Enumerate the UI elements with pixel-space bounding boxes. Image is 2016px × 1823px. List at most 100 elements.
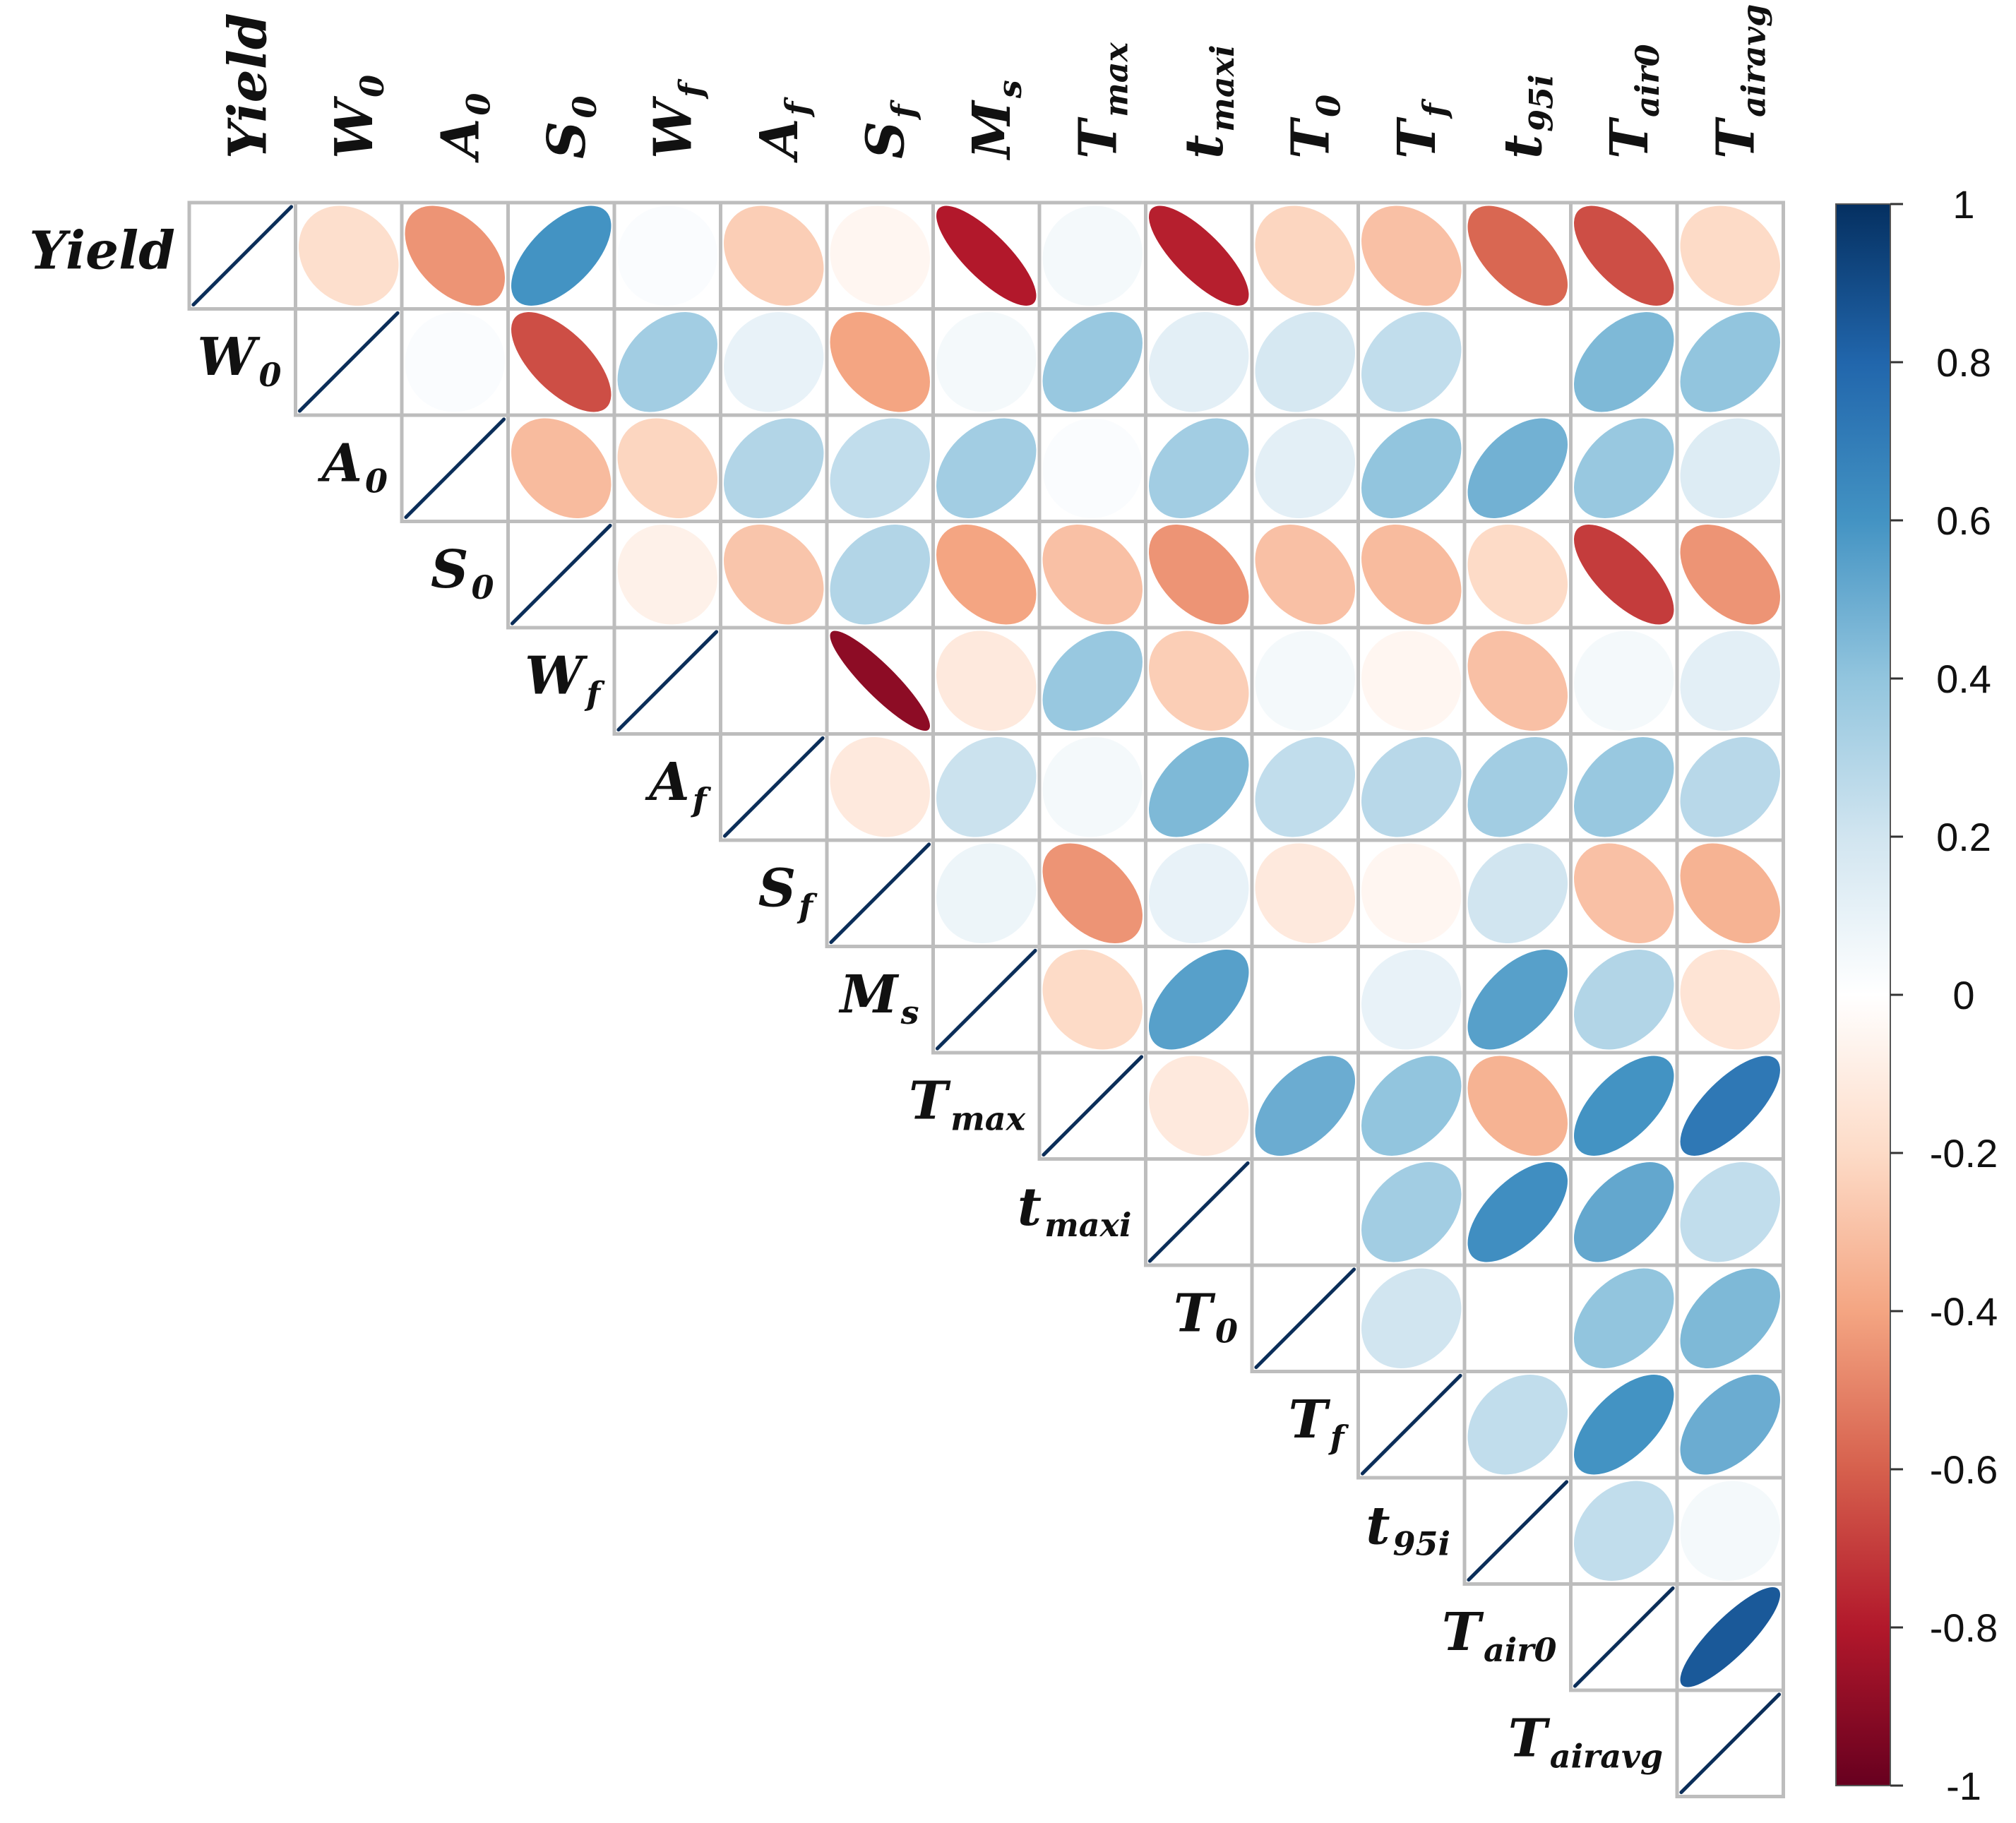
colorbar-tick-label: 1: [1952, 182, 1974, 227]
correlation-ellipse: [617, 205, 717, 306]
diagonal-line: [935, 948, 1037, 1051]
variable-label: A0: [430, 93, 497, 163]
correlation-ellipse: [1149, 312, 1249, 412]
correlation-ellipse: [617, 312, 717, 412]
correlation-ellipse: [830, 525, 930, 625]
correlation-ellipse: [1255, 843, 1355, 943]
correlation-ellipse: [405, 312, 505, 412]
correlation-ellipse: [1467, 312, 1568, 412]
correlation-ellipse: [1149, 1056, 1249, 1156]
correlation-ellipse: [724, 525, 824, 625]
correlation-ellipse: [1680, 1056, 1780, 1156]
variable-label: Af: [749, 97, 816, 163]
diagonal-line: [616, 630, 719, 732]
correlation-ellipse: [936, 737, 1037, 837]
correlation-ellipse: [1574, 950, 1674, 1050]
correlation-ellipse: [617, 525, 717, 625]
correlation-ellipse: [1574, 843, 1674, 943]
correlation-ellipse: [1255, 205, 1355, 306]
colorbar-tick-label: -0.2: [1930, 1131, 1998, 1176]
correlation-ellipse: [1574, 737, 1674, 837]
correlation-ellipse: [1042, 737, 1143, 837]
correlation-ellipse: [936, 843, 1037, 943]
variable-label: W0: [324, 75, 391, 159]
colorbar-tick-label: 0.2: [1936, 815, 1991, 859]
colorbar-tick-label: 0: [1952, 973, 1974, 1017]
correlation-ellipse: [1467, 843, 1568, 943]
correlation-ellipse: [724, 312, 824, 412]
variable-label: A0: [318, 433, 388, 500]
correlation-ellipse: [1149, 525, 1249, 625]
correlation-ellipse: [1255, 737, 1355, 837]
correlation-ellipse: [936, 525, 1037, 625]
variable-label: T0: [1174, 1283, 1238, 1350]
variable-label: Ms: [962, 80, 1029, 161]
variable-label: tmaxi: [1018, 1177, 1132, 1244]
correlation-ellipse: [511, 312, 612, 412]
correlation-ellipse: [1467, 630, 1568, 731]
correlation-ellipse: [1680, 950, 1780, 1050]
correlation-ellipse: [1574, 205, 1674, 306]
variable-label: Tmax: [1068, 42, 1135, 159]
colorbar-tick-label: -1: [1946, 1764, 1981, 1808]
correlation-ellipse: [1467, 418, 1568, 518]
correlation-ellipse: [1149, 418, 1249, 518]
correlation-ellipse: [1680, 205, 1780, 306]
variable-label: S0: [537, 96, 604, 159]
correlation-ellipse: [1255, 312, 1355, 412]
correlation-ellipse: [1042, 205, 1143, 306]
variable-label: Af: [645, 752, 711, 819]
correlation-ellipse: [830, 737, 930, 837]
correlation-ellipse: [936, 630, 1037, 731]
diagonal-line: [1679, 1692, 1782, 1795]
variable-label: Tmax: [909, 1070, 1026, 1137]
correlation-ellipse: [1042, 630, 1143, 731]
variable-label: Sf: [855, 100, 922, 159]
correlation-ellipse: [936, 205, 1037, 306]
correlation-ellipse: [1042, 525, 1143, 625]
correlation-ellipse: [1574, 312, 1674, 412]
correlation-ellipse: [1680, 843, 1780, 943]
correlation-ellipse: [1574, 1375, 1674, 1475]
correlation-ellipse: [1361, 418, 1462, 518]
correlation-ellipse: [936, 312, 1037, 412]
diagonal-line: [191, 205, 294, 307]
variable-label: T0: [1280, 95, 1347, 159]
correlation-ellipse: [1680, 1481, 1780, 1581]
colorbar-tick-label: -0.8: [1930, 1606, 1998, 1650]
correlation-ellipse: [1467, 1375, 1568, 1475]
correlation-ellipse: [1361, 950, 1462, 1050]
correlation-ellipse: [1255, 525, 1355, 625]
diagonal-line: [297, 311, 400, 413]
column-labels: Yield W0 A0 S0 Wf Af Sf Ms Tmax tmaxi T0 Tf t95i Tair…: [217, 4, 1772, 163]
correlation-ellipse: [1574, 1162, 1674, 1262]
correlation-ellipse: [830, 312, 930, 412]
correlation-ellipse: [1042, 418, 1143, 518]
correlation-ellipse: [724, 418, 824, 518]
colorbar-tick-label: 0.6: [1936, 498, 1991, 543]
correlation-ellipse: [1149, 630, 1249, 731]
diagonal-line: [404, 417, 506, 520]
correlation-ellipse: [1361, 843, 1462, 943]
correlation-ellipse: [1680, 737, 1780, 837]
correlation-ellipse: [1467, 1162, 1568, 1262]
correlation-ellipse: [830, 418, 930, 518]
correlation-ellipse: [511, 205, 612, 306]
correlation-ellipse: [1149, 205, 1249, 306]
colorbar-tick-label: 0.8: [1936, 340, 1991, 385]
correlation-ellipse: [1574, 1268, 1674, 1368]
correlation-ellipse: [1149, 843, 1249, 943]
variable-label: Tair0: [1599, 44, 1666, 159]
correlation-ellipse: [617, 418, 717, 518]
correlation-ellipse: [1361, 1056, 1462, 1156]
correlation-ellipse: [299, 205, 399, 306]
correlation-ellipse: [1680, 418, 1780, 518]
correlation-ellipse: [1574, 1056, 1674, 1156]
variable-label: Ms: [838, 964, 919, 1032]
correlation-ellipse: [1361, 630, 1462, 731]
diagonal-line: [722, 736, 825, 838]
matrix-cells: [187, 201, 1785, 1798]
variable-label: Sf: [758, 858, 818, 925]
variable-label: Tair0: [1442, 1602, 1557, 1669]
colorbar-tick-label: 0.4: [1936, 657, 1991, 701]
